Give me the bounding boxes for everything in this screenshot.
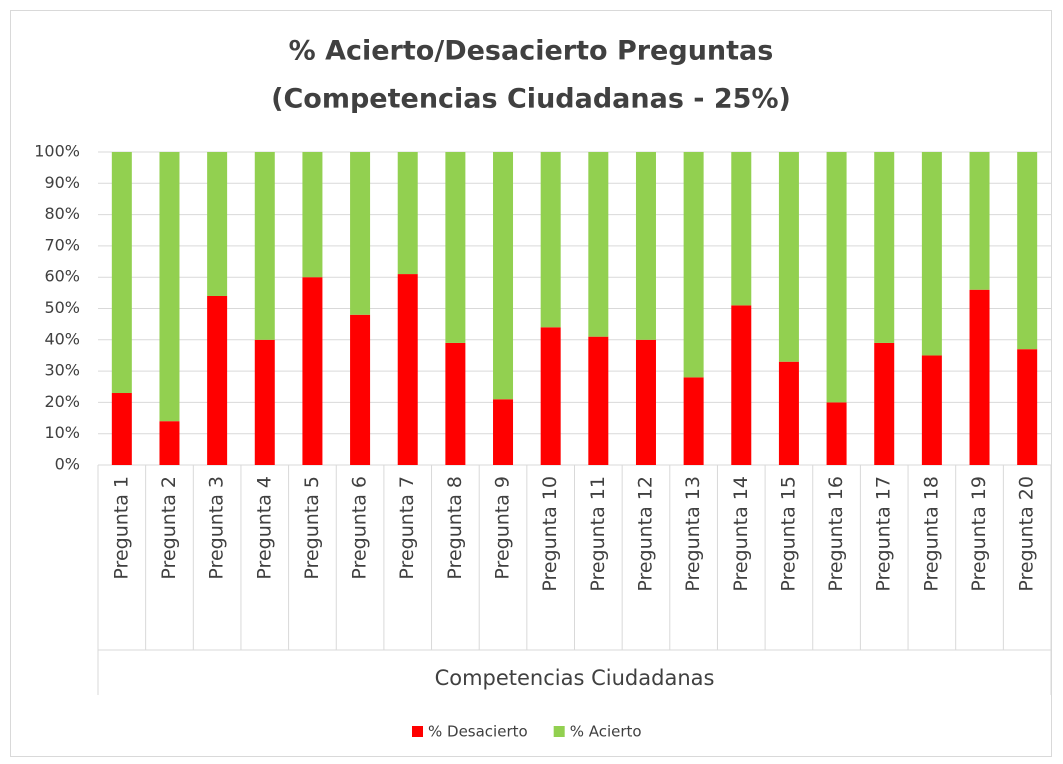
bar-segment: [588, 152, 609, 337]
y-tick-label: 10%: [44, 423, 80, 442]
bar-segment: [445, 152, 466, 343]
bar-segment: [397, 152, 418, 275]
bar-segment: [159, 152, 180, 422]
x-tick-label: Pregunta 12: [634, 476, 656, 592]
bar-segment: [540, 152, 561, 328]
x-tick-label: Pregunta 15: [777, 476, 799, 592]
x-axis-label: Competencias Ciudadanas: [435, 666, 715, 690]
bar-segment: [540, 327, 561, 465]
bar-segment: [635, 339, 656, 465]
bar-segment: [778, 152, 799, 362]
bar-segment: [588, 336, 609, 465]
bar-segment: [397, 274, 418, 465]
bar-segment: [111, 393, 132, 465]
x-tick-label: Pregunta 7: [396, 476, 418, 580]
x-tick-label: Pregunta 13: [682, 476, 704, 592]
bar-segment: [1017, 152, 1038, 350]
y-tick-label: 50%: [44, 298, 80, 317]
bar-segment: [778, 361, 799, 465]
x-tick-label: Pregunta 11: [587, 476, 609, 592]
bar-segment: [207, 152, 228, 296]
x-tick-label: Pregunta 4: [253, 476, 275, 580]
bar-segment: [254, 152, 275, 340]
bar-segment: [159, 421, 180, 465]
x-tick-label: Pregunta 5: [301, 476, 323, 580]
bar-segment: [921, 152, 942, 356]
x-tick-label: Pregunta 17: [873, 476, 895, 592]
bar-segment: [254, 339, 275, 465]
legend-label: % Desacierto: [428, 723, 528, 741]
x-tick-label: Pregunta 19: [968, 476, 990, 592]
x-tick-label: Pregunta 8: [444, 476, 466, 580]
chart-title: (Competencias Ciudadanas - 25%): [271, 84, 791, 115]
x-tick-label: Pregunta 1: [110, 476, 132, 580]
bar-segment: [493, 399, 514, 465]
x-tick-label: Pregunta 6: [349, 476, 371, 580]
bar-segment: [731, 152, 752, 306]
y-tick-label: 20%: [44, 392, 80, 411]
x-tick-label: Pregunta 2: [158, 476, 180, 580]
x-tick-label: Pregunta 18: [920, 476, 942, 592]
legend-label: % Acierto: [570, 723, 642, 741]
bar-segment: [111, 152, 132, 394]
bar-segment: [969, 289, 990, 465]
bar-segment: [493, 152, 514, 400]
y-tick-label: 40%: [44, 329, 80, 348]
x-tick-label: Pregunta 10: [539, 476, 561, 592]
bar-segment: [874, 342, 895, 465]
y-tick-label: 60%: [44, 267, 80, 286]
bar-segment: [207, 295, 228, 465]
x-tick-label: Pregunta 3: [206, 476, 228, 580]
bar-segment: [302, 152, 323, 278]
legend-swatch: [553, 726, 565, 737]
y-tick-label: 80%: [44, 204, 80, 223]
bar-segment: [683, 152, 704, 378]
bar-segment: [921, 355, 942, 465]
bar-segment: [302, 277, 323, 465]
bar-segment: [683, 377, 704, 465]
bar-segment: [874, 152, 895, 343]
bar-segment: [1017, 349, 1038, 465]
x-tick-label: Pregunta 16: [825, 476, 847, 592]
bar-segment: [826, 152, 847, 403]
x-tick-label: Pregunta 9: [492, 476, 514, 580]
chart-title: % Acierto/Desacierto Preguntas: [289, 36, 774, 67]
bar-segment: [731, 305, 752, 465]
bar-segment: [350, 314, 371, 465]
bar-segment: [350, 152, 371, 315]
y-tick-label: 90%: [44, 173, 80, 192]
y-tick-label: 0%: [55, 455, 80, 474]
bar-segment: [445, 342, 466, 465]
x-tick-label: Pregunta 14: [730, 476, 752, 592]
y-tick-label: 70%: [44, 235, 80, 254]
y-tick-label: 100%: [34, 142, 80, 161]
x-tick-label: Pregunta 20: [1016, 476, 1038, 592]
bar-segment: [635, 152, 656, 340]
bar-segment: [969, 152, 990, 290]
legend-swatch: [412, 726, 423, 737]
bar-segment: [826, 402, 847, 465]
y-tick-label: 30%: [44, 361, 80, 380]
